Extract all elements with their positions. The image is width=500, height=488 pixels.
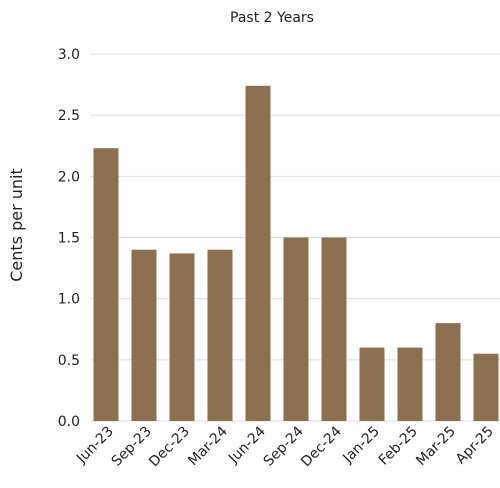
y-tick-label: 1.5 (58, 231, 80, 247)
y-tick-label: 3.0 (58, 47, 80, 63)
x-tick-label: Feb-25 (376, 424, 421, 469)
bar-jun-23 (93, 148, 119, 422)
bar-sep-24 (283, 237, 309, 421)
bars (93, 85, 499, 422)
y-axis-ticks: 0.0 0.5 1.0 1.5 2.0 2.5 3.0 (58, 47, 80, 430)
y-tick-label: 2.5 (58, 108, 80, 124)
bar-jun-24 (245, 85, 271, 421)
bar-feb-25 (397, 347, 423, 421)
bar-jan-25 (359, 347, 385, 421)
x-tick-label: Apr-25 (453, 424, 497, 468)
x-tick-label: Sep-24 (261, 423, 307, 469)
x-tick-label: Mar-24 (185, 423, 231, 469)
y-tick-label: 0.0 (58, 414, 80, 430)
x-tick-label: Dec-23 (146, 424, 193, 471)
bar-sep-23 (131, 249, 157, 421)
x-tick-label: Mar-25 (413, 424, 459, 470)
y-tick-label: 2.0 (58, 169, 80, 185)
bar-apr-25 (473, 353, 499, 421)
x-tick-label: Sep-23 (109, 424, 155, 470)
y-tick-label: 0.5 (58, 353, 80, 369)
bar-dec-24 (321, 237, 347, 421)
x-axis-ticks: Jun-23Sep-23Dec-23Mar-24Jun-24Sep-24Dec-… (73, 423, 497, 470)
y-axis-title: Cents per unit (7, 168, 26, 282)
bar-mar-25 (435, 323, 461, 421)
y-tick-label: 1.0 (58, 292, 80, 308)
bar-dec-23 (169, 253, 195, 421)
x-tick-label: Dec-24 (298, 423, 345, 470)
bar-mar-24 (207, 249, 233, 421)
x-tick-label: Jan-25 (339, 424, 382, 467)
chart-title: Past 2 Years (230, 10, 314, 26)
